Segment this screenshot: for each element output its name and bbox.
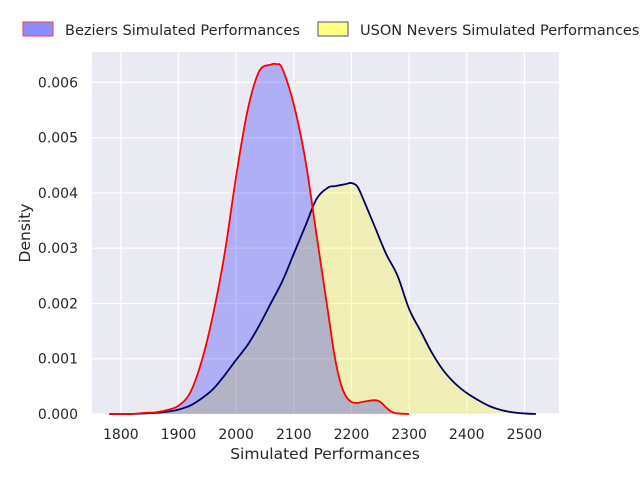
legend-swatch-beziers bbox=[22, 21, 54, 37]
x-tick-labels: 1800 1900 2000 2100 2200 2300 2400 2500 bbox=[103, 427, 542, 443]
y-tick-label: 0.003 bbox=[38, 241, 78, 257]
y-axis-title: Density bbox=[16, 204, 34, 263]
plot-background bbox=[92, 52, 559, 414]
beziers-density-area bbox=[109, 63, 410, 415]
legend-swatch-uson bbox=[317, 21, 349, 37]
x-tick-label: 1900 bbox=[161, 427, 197, 443]
density-areas bbox=[109, 63, 536, 415]
x-tick-label: 2100 bbox=[276, 427, 312, 443]
legend-label-beziers: Beziers Simulated Performances bbox=[65, 23, 300, 39]
density-lines bbox=[109, 62, 536, 415]
y-tick-label: 0.005 bbox=[38, 131, 78, 147]
y-tick-label: 0.001 bbox=[38, 352, 78, 368]
y-tick-label: 0.000 bbox=[38, 407, 78, 423]
grid-lines bbox=[92, 52, 559, 415]
x-tick-label: 1800 bbox=[103, 427, 139, 443]
x-tick-label: 2000 bbox=[218, 427, 254, 443]
x-tick-label: 2300 bbox=[391, 427, 427, 443]
x-axis-title: Simulated Performances bbox=[230, 445, 420, 463]
y-tick-label: 0.006 bbox=[38, 75, 78, 91]
y-tick-label: 0.004 bbox=[38, 186, 78, 202]
x-tick-label: 2200 bbox=[334, 427, 370, 443]
legend-label-uson: USON Nevers Simulated Performances bbox=[360, 23, 639, 39]
uson-density-area bbox=[109, 182, 536, 414]
x-tick-label: 2500 bbox=[507, 427, 543, 443]
y-tick-labels: 0.000 0.001 0.002 0.003 0.004 0.005 0.006 bbox=[38, 75, 78, 423]
legend: Beziers Simulated Performances USON Neve… bbox=[22, 21, 639, 39]
x-tick-label: 2400 bbox=[449, 427, 485, 443]
beziers-density-line bbox=[109, 62, 410, 415]
uson-density-line bbox=[109, 182, 536, 415]
y-tick-label: 0.002 bbox=[38, 296, 78, 312]
